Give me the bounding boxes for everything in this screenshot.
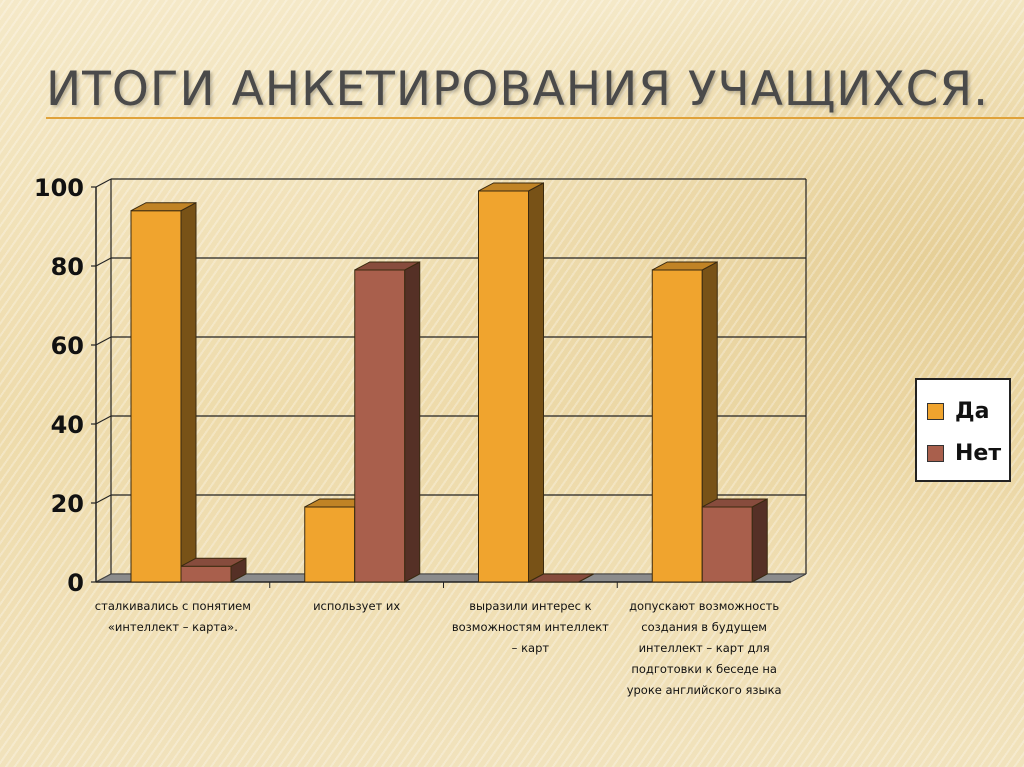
gridline-side: [95, 336, 112, 346]
bar-da: [478, 190, 529, 583]
bar-net: [180, 565, 232, 583]
bar-net: [354, 269, 406, 583]
gridline-side: [95, 178, 112, 188]
bar-side: [751, 498, 768, 583]
bar-top: [180, 557, 247, 567]
bar-da: [651, 269, 703, 583]
y-tick-label: 80: [51, 253, 84, 281]
x-tick-label: – карт: [512, 641, 550, 655]
x-tick-label: допускают возможность: [629, 599, 779, 613]
gridline-side: [95, 494, 112, 504]
y-tick-label: 0: [67, 569, 84, 597]
gridline-side: [95, 257, 112, 267]
bar-top: [652, 261, 718, 271]
legend-swatch-da: [927, 402, 944, 420]
legend-label-da: Да: [955, 398, 990, 424]
title-divider: [46, 117, 1024, 119]
bar-side: [404, 261, 421, 583]
x-tick-label: использует их: [313, 599, 400, 613]
legend-item-da: Да: [927, 397, 989, 425]
x-tick-label: выразили интерес к: [469, 599, 591, 613]
bar-da: [304, 506, 356, 583]
x-tick-label: подготовки к беседе на: [631, 662, 777, 676]
legend-item-net: Нет: [927, 439, 1001, 467]
bar-top: [130, 202, 197, 212]
x-tick-label: интеллект – карт для: [639, 641, 770, 655]
bar-side: [180, 201, 197, 583]
bar-da: [130, 210, 182, 583]
y-tick-label: 100: [34, 174, 84, 202]
y-tick-label: 60: [51, 332, 84, 360]
page-title: ИТОГИ АНКЕТИРОВАНИЯ УЧАЩИХСЯ.: [46, 62, 990, 117]
y-tick-label: 20: [51, 490, 84, 518]
bar-side: [528, 182, 544, 583]
x-tick-label: возможностям интеллект: [452, 620, 609, 634]
gridline-side: [95, 415, 112, 425]
x-tick-label: уроке английского языка: [627, 683, 782, 697]
legend-swatch-net: [927, 444, 944, 462]
bar-top: [528, 573, 594, 583]
x-tick-label: создания в будущем: [641, 620, 767, 634]
x-tick-label: «интеллект – карта».: [108, 620, 238, 634]
legend-label-net: Нет: [955, 440, 1002, 466]
y-tick-label: 40: [51, 411, 84, 439]
chart-legend: Да Нет: [915, 378, 1011, 482]
bar-top: [702, 498, 768, 508]
bar-top: [354, 261, 420, 271]
x-tick-label: сталкивались с понятием: [95, 599, 251, 613]
bar-top: [478, 182, 544, 192]
bar-net: [701, 506, 753, 583]
